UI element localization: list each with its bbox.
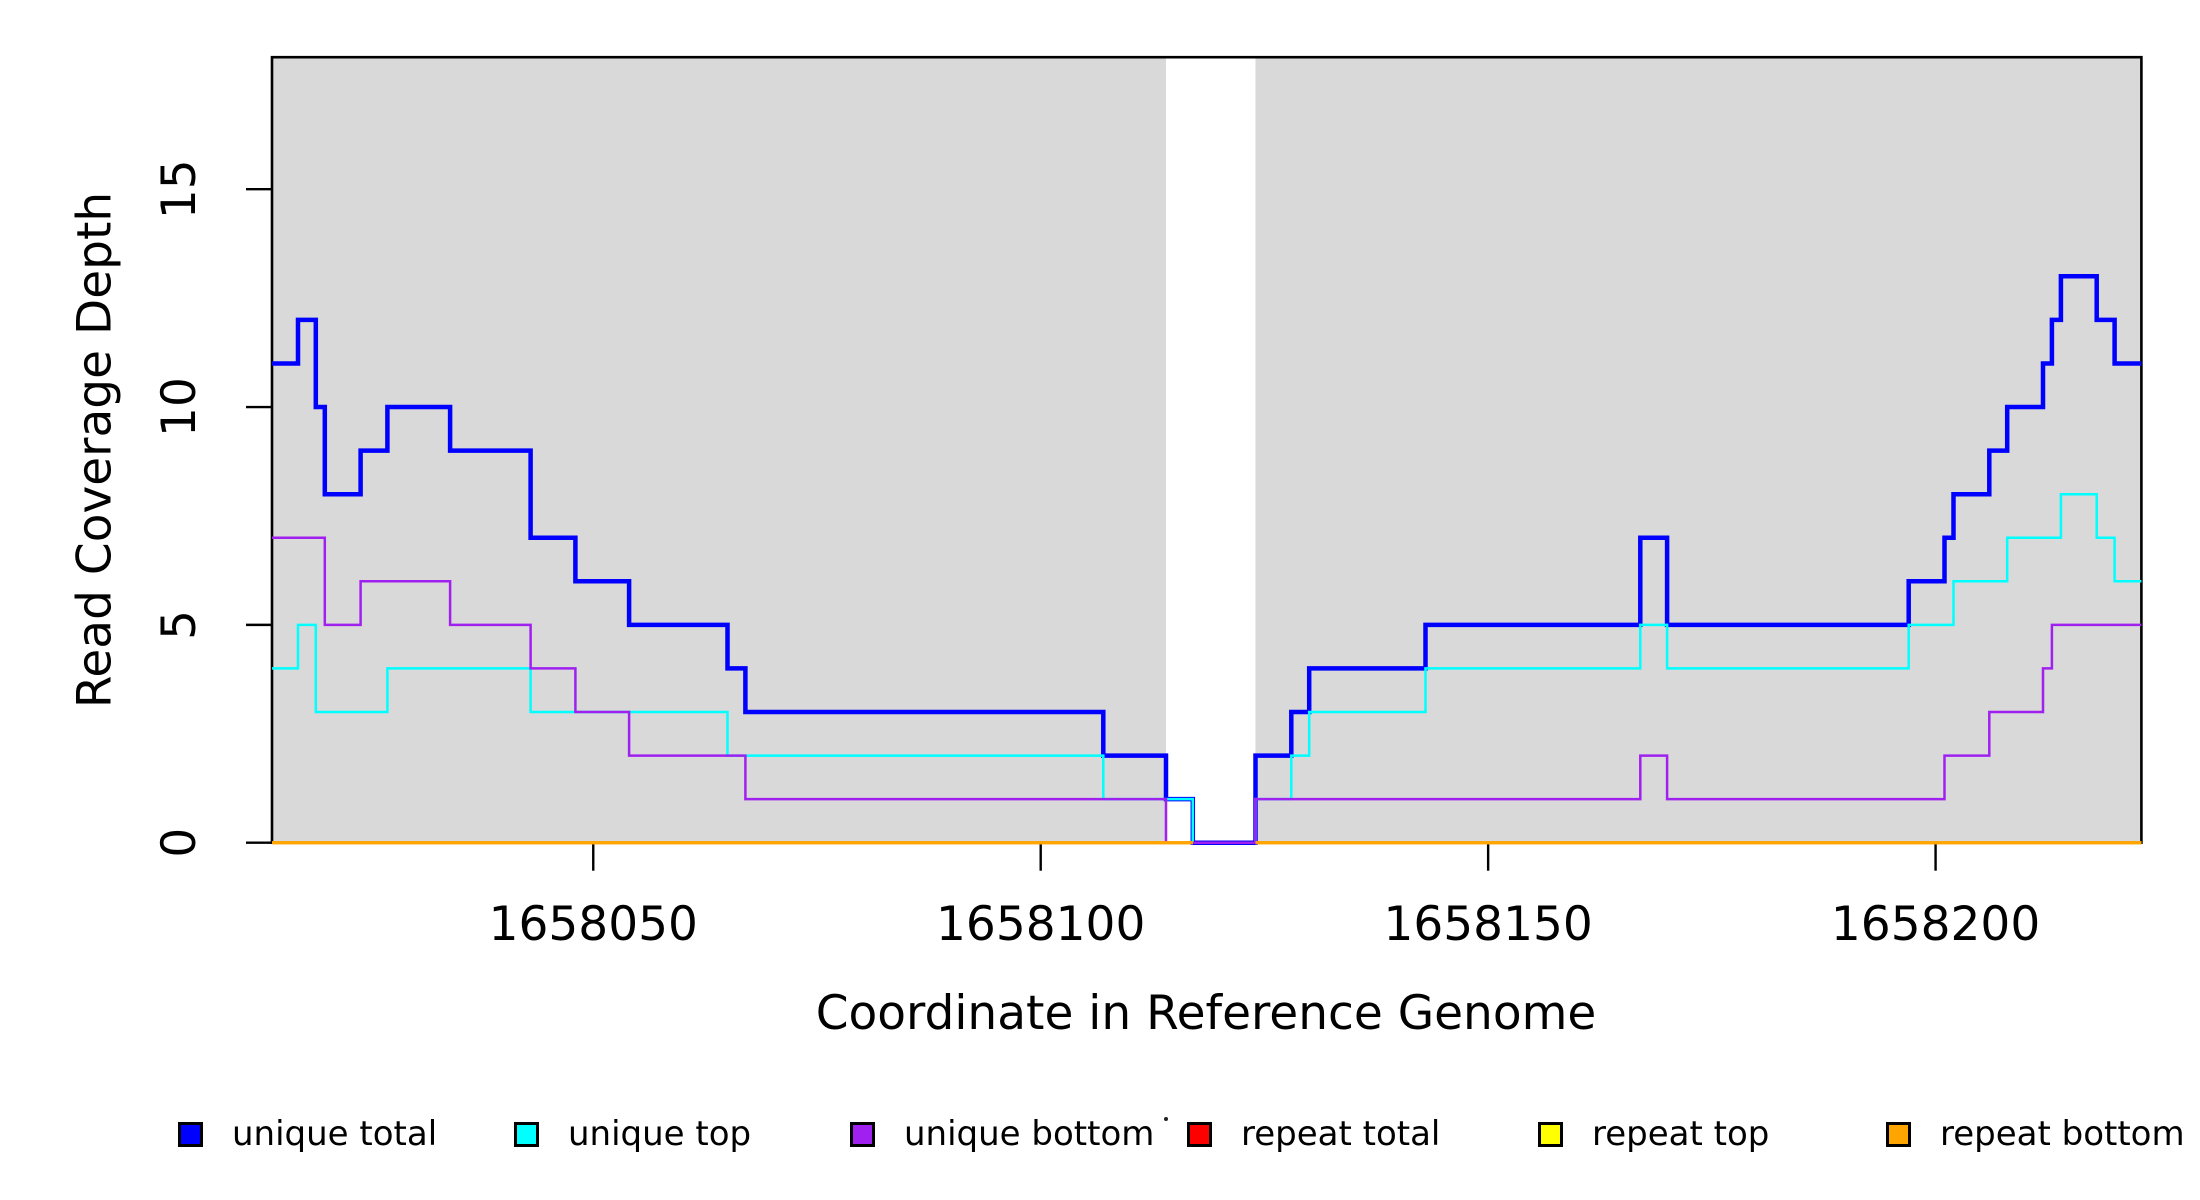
legend-item-repeat-bottom: repeat bottom [1886,1114,2185,1154]
legend-label: repeat top [1592,1114,1770,1154]
x-tick-label-1658100: 1658100 [936,897,1145,952]
y-tick-label-10: 10 [152,377,207,437]
x-tick-label-1658050: 1658050 [489,897,698,952]
series-line-unique-total [272,274,2142,845]
legend-item-repeat-total: repeat total [1187,1114,1441,1154]
x-axis-title: Coordinate in Reference Genome [815,986,1597,1041]
legend-swatch-unique-top [514,1122,539,1147]
legend-label: repeat bottom [1940,1114,2185,1154]
legend-swatch-repeat-bottom [1886,1122,1911,1147]
aligned-region-shade-1 [272,57,1166,843]
legend-swatch-repeat-top [1538,1122,1563,1147]
y-tick-label-15: 15 [152,159,207,219]
legend-item-repeat-top: repeat top [1538,1114,1770,1154]
y-tick-label-5: 5 [152,610,207,640]
legend-label: unique bottom [904,1114,1155,1154]
x-tick-label-1658150: 1658150 [1383,897,1592,952]
series-line-unique-top [272,492,2142,844]
legend-label: unique total [232,1114,438,1154]
legend-swatch-unique-bottom [850,1122,875,1147]
legend-label: unique top [568,1114,752,1154]
y-tick-label-0: 0 [152,828,207,858]
series-line-unique-bottom [272,536,2142,844]
legend-item-unique-bottom: unique bottom [850,1114,1155,1154]
legend-item-unique-total: unique total [178,1114,438,1154]
stray-dot [1164,1117,1168,1121]
legend-label: repeat total [1241,1114,1441,1154]
legend-swatch-unique-total [178,1122,203,1147]
legend-item-unique-top: unique top [514,1114,752,1154]
x-tick-label-1658200: 1658200 [1831,897,2040,952]
legend-swatch-repeat-total [1187,1122,1212,1147]
y-axis-title: Read Coverage Depth [67,191,123,709]
